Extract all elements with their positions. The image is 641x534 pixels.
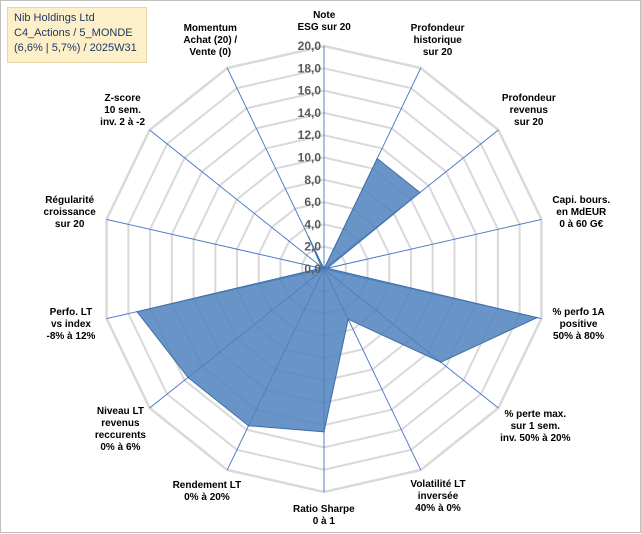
tick-label: 10,0 [298, 151, 322, 165]
tick-label: 14,0 [298, 106, 322, 120]
axis-label: Capi. bours. en MdEUR 0 à 60 G€ [552, 194, 611, 230]
axis-label: Rendement LT 0% à 20% [172, 479, 242, 503]
period-info: (6,6% | 5,7%) / 2025W31 [14, 42, 137, 54]
tick-label: 20,0 [298, 39, 322, 53]
tick-label: 0,0 [304, 262, 321, 276]
info-box: Nib Holdings Ltd C4_Actions / 5_MONDE (6… [7, 7, 147, 63]
data-point [347, 318, 349, 321]
axis-label: Momentum Achat (20) / Vente (0) [183, 23, 238, 59]
data-point [536, 316, 538, 319]
data-point [320, 266, 323, 268]
axis-label: Niveau LT revenus reccurents 0% à 6% [94, 406, 146, 454]
tick-label: 12,0 [298, 128, 322, 142]
data-point [307, 236, 310, 238]
axis-spoke [106, 218, 325, 270]
tick-label: 4,0 [304, 217, 321, 231]
data-point [323, 268, 325, 270]
axis-spoke [226, 67, 325, 270]
tick-label: 2,0 [304, 240, 321, 254]
axis-label: Profondeur revenus sur 20 [501, 93, 556, 129]
tick-label: 16,0 [298, 84, 322, 98]
axis-spoke [323, 218, 542, 270]
data-point [440, 361, 442, 363]
radar-series [136, 157, 539, 433]
tick-label: 18,0 [298, 61, 322, 75]
axis-label: Z-score 10 sem. inv. 2 à -2 [100, 93, 146, 129]
axis-label: Ratio Sharpe 0 à 1 [293, 504, 355, 527]
radar-tick-labels: 0,0 2,0 4,0 6,0 8,0 10,0 12,0 14,0 16,0 18,0 20,0 [298, 39, 322, 276]
data-point [323, 430, 325, 433]
axis-spoke [149, 129, 325, 270]
data-point [136, 310, 138, 313]
axis-label: Volatilité LT inversée 40% à 0% [410, 478, 466, 514]
tick-label: 8,0 [304, 173, 321, 187]
data-point [326, 267, 329, 270]
axis-label: Régularité croissance sur 20 [43, 194, 96, 230]
company-name: Nib Holdings Ltd [14, 12, 95, 24]
data-point [376, 157, 379, 160]
portfolio-category: C4_Actions / 5_MONDE [14, 27, 133, 39]
tick-label: 6,0 [304, 195, 321, 209]
axis-label: Perfo. LT vs index -8% à 12% [46, 307, 96, 343]
axis-label: Profondeur historique sur 20 [410, 23, 465, 59]
data-point [247, 424, 250, 427]
axis-label: % perfo 1A positive 50% à 80% [552, 307, 605, 343]
data-point [319, 267, 322, 270]
data-point [419, 191, 421, 194]
axis-label: % perte max. sur 1 sem. inv. 50% à 20% [500, 408, 571, 444]
axis-label: Note ESG sur 20 [297, 10, 351, 33]
data-point [187, 376, 189, 379]
